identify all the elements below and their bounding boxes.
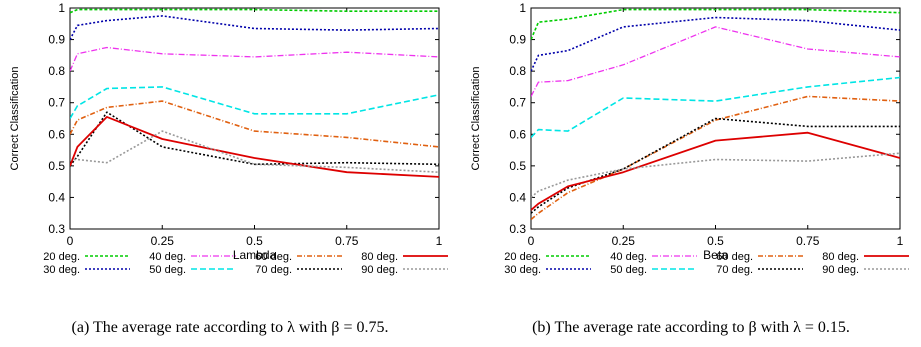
chart-beta: 0.3 0.4 0.5 0.6 0.7 0.8 0.9 1 0 0.25 0.5 0.75 1 Beta C… bbox=[470, 1, 909, 276]
series-line-20-deg bbox=[70, 8, 439, 14]
x-tick-label: 0.75 bbox=[796, 234, 820, 248]
series-line-60-deg bbox=[70, 100, 439, 148]
legend-label: 50 deg. bbox=[610, 264, 647, 276]
legend-label: 70 deg. bbox=[255, 264, 292, 276]
legend-label: 20 deg. bbox=[504, 251, 541, 263]
y-tick-label: 0.9 bbox=[509, 33, 526, 47]
legend-label: 20 deg. bbox=[43, 251, 80, 263]
legend-label: 80 deg. bbox=[361, 251, 398, 263]
series-line-50-deg bbox=[531, 76, 900, 138]
x-tick-label: 0.25 bbox=[151, 234, 175, 248]
series-line-50-deg bbox=[70, 86, 439, 119]
x-tick-label: 0.75 bbox=[335, 234, 359, 248]
y-tick-label: 1 bbox=[519, 1, 526, 15]
x-tick-label: 0.5 bbox=[246, 234, 263, 248]
legend-label: 90 deg. bbox=[822, 264, 859, 276]
series-line-40-deg bbox=[70, 46, 439, 72]
y-tick-label: 0.8 bbox=[509, 64, 526, 78]
series-line-90-deg bbox=[531, 152, 900, 199]
y-tick-label: 0.6 bbox=[509, 127, 526, 141]
y-tick-label: 0.7 bbox=[509, 96, 526, 110]
legend-label: 60 deg. bbox=[716, 251, 753, 263]
caption-b: (b) The average rate according to β with… bbox=[532, 319, 850, 336]
chart-lambda: 0.3 0.4 0.5 0.6 0.7 0.8 0.9 1 0 0.25 0.5 0.75 1 Lambd… bbox=[9, 1, 448, 276]
y-axis-label: Correct Classification bbox=[470, 67, 482, 171]
x-axis-label: Beta bbox=[703, 248, 728, 262]
legend-label: 40 deg. bbox=[610, 251, 647, 263]
series-line-90-deg bbox=[70, 130, 439, 173]
series-line-80-deg bbox=[531, 131, 900, 211]
caption-a: (a) The average rate according to λ with… bbox=[71, 319, 389, 336]
legend-label: 60 deg. bbox=[255, 251, 292, 263]
series-line-30-deg bbox=[70, 15, 439, 40]
y-tick-label: 0.5 bbox=[509, 159, 526, 173]
x-tick-label: 1 bbox=[436, 234, 443, 248]
legend-label: 80 deg. bbox=[822, 251, 859, 263]
y-tick-label: 0.3 bbox=[48, 222, 65, 236]
x-tick-label: 0.5 bbox=[707, 234, 724, 248]
chart-panel-beta: 0.3 0.4 0.5 0.6 0.7 0.8 0.9 1 0 0.25 0.5 0.75 1 Beta C… bbox=[461, 0, 921, 347]
legend-label: 30 deg. bbox=[504, 264, 541, 276]
y-tick-label: 0.7 bbox=[48, 96, 65, 110]
y-tick-label: 0.4 bbox=[509, 190, 526, 204]
plot-frame bbox=[69, 7, 440, 230]
y-tick-label: 1 bbox=[58, 1, 65, 15]
y-tick-label: 0.6 bbox=[48, 127, 65, 141]
x-axis-label: Lambda bbox=[233, 248, 277, 262]
legend-label: 40 deg. bbox=[149, 251, 186, 263]
legend-label: 50 deg. bbox=[149, 264, 186, 276]
series-line-60-deg bbox=[531, 95, 900, 221]
series-line-80-deg bbox=[70, 116, 439, 178]
legend-label: 90 deg. bbox=[361, 264, 398, 276]
y-tick-label: 0.4 bbox=[48, 190, 65, 204]
x-tick-label: 0.25 bbox=[612, 234, 636, 248]
legend-label: 30 deg. bbox=[43, 264, 80, 276]
legend-label: 70 deg. bbox=[716, 264, 753, 276]
series-line-70-deg bbox=[531, 117, 900, 214]
y-tick-label: 0.5 bbox=[48, 159, 65, 173]
y-axis-label: Correct Classification bbox=[9, 67, 21, 171]
chart-panel-lambda: 0.3 0.4 0.5 0.6 0.7 0.8 0.9 1 0 0.25 0.5 0.75 1 Lambd… bbox=[0, 0, 460, 347]
x-tick-label: 0 bbox=[528, 234, 535, 248]
series-line-70-deg bbox=[70, 111, 439, 167]
y-tick-label: 0.8 bbox=[48, 64, 65, 78]
y-tick-label: 0.3 bbox=[509, 222, 526, 236]
x-tick-label: 1 bbox=[897, 234, 904, 248]
series-line-40-deg bbox=[531, 26, 900, 97]
y-tick-label: 0.9 bbox=[48, 33, 65, 47]
x-tick-label: 0 bbox=[67, 234, 74, 248]
series-line-30-deg bbox=[531, 16, 900, 72]
